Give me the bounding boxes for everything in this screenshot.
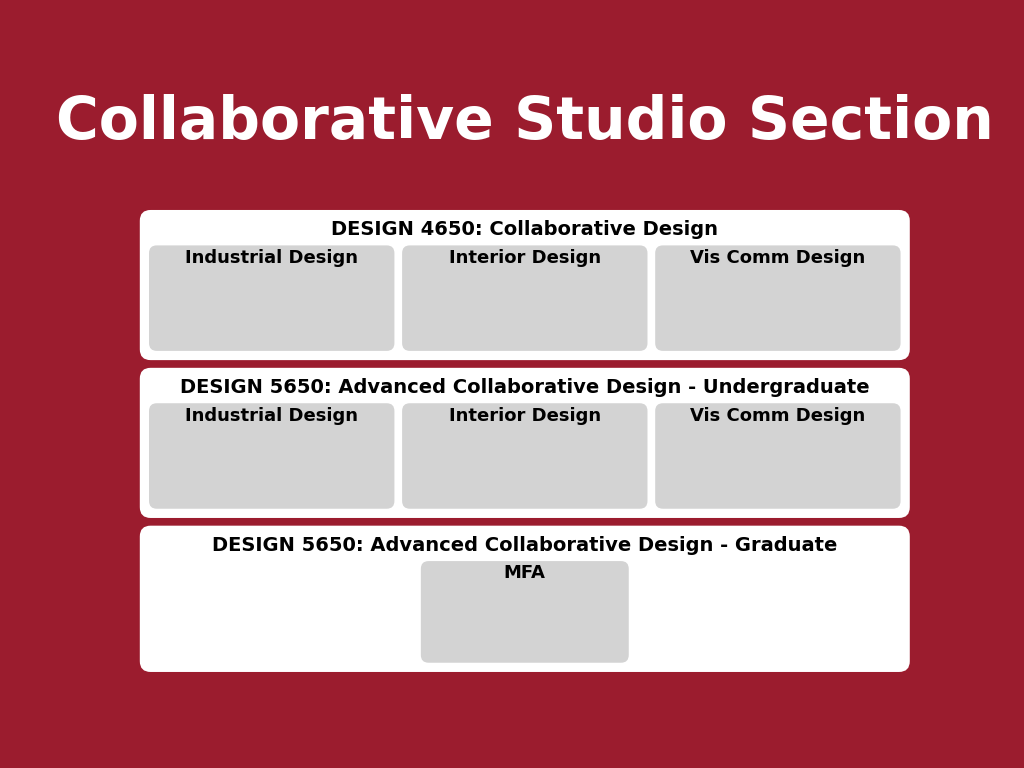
Text: Vis Comm Design: Vis Comm Design: [690, 406, 865, 425]
FancyBboxPatch shape: [140, 368, 909, 518]
Text: DESIGN 4650: Collaborative Design: DESIGN 4650: Collaborative Design: [332, 220, 718, 240]
Text: Industrial Design: Industrial Design: [185, 249, 358, 266]
FancyBboxPatch shape: [402, 246, 647, 351]
Text: DESIGN 5650: Advanced Collaborative Design - Graduate: DESIGN 5650: Advanced Collaborative Desi…: [212, 536, 838, 555]
Text: DESIGN 5650: Advanced Collaborative Design - Undergraduate: DESIGN 5650: Advanced Collaborative Desi…: [180, 379, 869, 397]
Text: MFA: MFA: [504, 564, 546, 582]
FancyBboxPatch shape: [150, 246, 394, 351]
FancyBboxPatch shape: [402, 403, 647, 508]
Text: Vis Comm Design: Vis Comm Design: [690, 249, 865, 266]
FancyBboxPatch shape: [140, 210, 909, 360]
FancyBboxPatch shape: [140, 525, 909, 672]
FancyBboxPatch shape: [421, 561, 629, 663]
Text: Interior Design: Interior Design: [449, 249, 601, 266]
FancyBboxPatch shape: [150, 403, 394, 508]
Text: Collaborative Studio Section: Collaborative Studio Section: [56, 94, 993, 151]
Text: Industrial Design: Industrial Design: [185, 406, 358, 425]
Text: Interior Design: Interior Design: [449, 406, 601, 425]
FancyBboxPatch shape: [655, 403, 900, 508]
FancyBboxPatch shape: [655, 246, 900, 351]
